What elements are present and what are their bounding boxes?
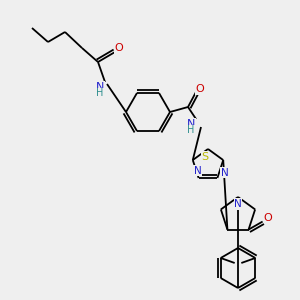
Text: N: N (96, 82, 104, 92)
Text: O: O (115, 43, 123, 53)
Text: S: S (201, 152, 208, 162)
Text: N: N (194, 166, 202, 176)
Text: H: H (96, 88, 104, 98)
Text: N: N (220, 168, 228, 178)
Text: O: O (263, 213, 272, 223)
Text: H: H (187, 125, 195, 135)
Text: N: N (234, 199, 242, 209)
Text: N: N (187, 119, 195, 129)
Text: O: O (196, 84, 204, 94)
